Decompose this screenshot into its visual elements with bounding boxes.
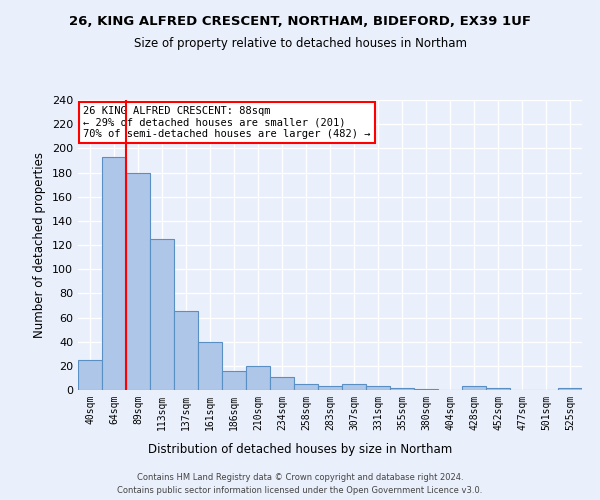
Bar [414,389,438,390]
Text: Contains HM Land Registry data © Crown copyright and database right 2024.: Contains HM Land Registry data © Crown c… [137,472,463,482]
Bar [366,386,390,390]
Text: 26 KING ALFRED CRESCENT: 88sqm
← 29% of detached houses are smaller (201)
70% of: 26 KING ALFRED CRESCENT: 88sqm ← 29% of … [83,106,371,139]
Text: Distribution of detached houses by size in Northam: Distribution of detached houses by size … [148,442,452,456]
Text: Contains public sector information licensed under the Open Government Licence v3: Contains public sector information licen… [118,486,482,495]
Bar [198,342,222,390]
Bar [486,388,510,390]
Bar [150,239,174,390]
Bar [294,384,318,390]
Bar [558,388,582,390]
Bar [462,386,486,390]
Bar [78,360,102,390]
Bar [342,384,366,390]
Bar [126,172,150,390]
Text: Size of property relative to detached houses in Northam: Size of property relative to detached ho… [133,38,467,51]
Bar [270,376,294,390]
Bar [174,312,198,390]
Bar [246,366,270,390]
Text: 26, KING ALFRED CRESCENT, NORTHAM, BIDEFORD, EX39 1UF: 26, KING ALFRED CRESCENT, NORTHAM, BIDEF… [69,15,531,28]
Bar [102,157,126,390]
Bar [390,388,414,390]
Y-axis label: Number of detached properties: Number of detached properties [34,152,46,338]
Bar [318,386,342,390]
Bar [222,370,246,390]
